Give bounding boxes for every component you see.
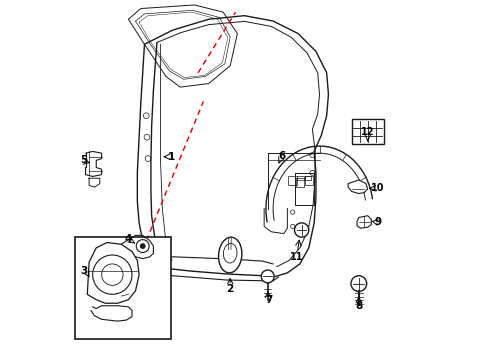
Circle shape: [140, 243, 145, 249]
Bar: [304, 176, 312, 185]
Text: 5: 5: [80, 156, 87, 165]
Circle shape: [294, 223, 308, 237]
Bar: [288, 176, 296, 185]
Text: 10: 10: [370, 183, 384, 193]
Text: 1: 1: [167, 152, 175, 162]
Bar: [351, 119, 383, 144]
Text: 12: 12: [360, 127, 374, 137]
Text: 9: 9: [374, 217, 381, 227]
Text: 11: 11: [289, 252, 303, 262]
Polygon shape: [128, 5, 237, 87]
Polygon shape: [347, 180, 367, 194]
Text: 3: 3: [80, 266, 87, 276]
Polygon shape: [356, 216, 370, 228]
Circle shape: [350, 276, 366, 292]
Bar: [75, 237, 171, 339]
Text: 7: 7: [264, 295, 272, 305]
Bar: [295, 178, 304, 187]
Text: 2: 2: [226, 284, 233, 294]
Text: 8: 8: [354, 301, 362, 311]
Circle shape: [261, 270, 274, 283]
Bar: [304, 176, 310, 180]
Circle shape: [136, 240, 149, 252]
Text: 6: 6: [278, 151, 285, 161]
Polygon shape: [87, 243, 139, 303]
Text: 4: 4: [124, 234, 132, 244]
Ellipse shape: [218, 237, 242, 273]
Bar: [297, 176, 303, 180]
